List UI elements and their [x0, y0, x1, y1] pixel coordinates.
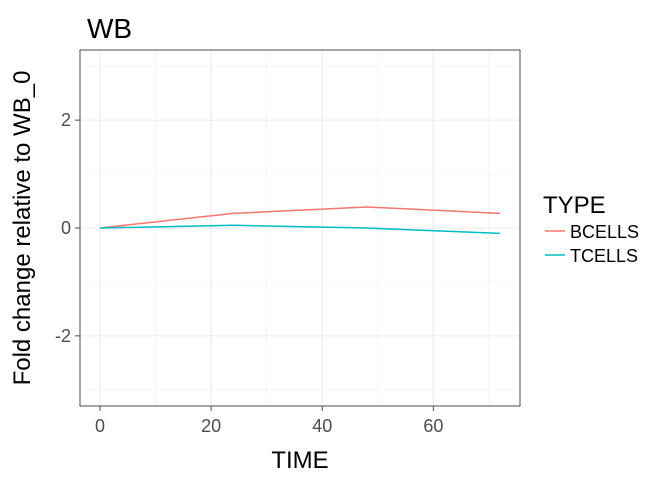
legend-label-bcells: BCELLS	[570, 222, 639, 242]
legend-items: BCELLS TCELLS	[545, 222, 639, 266]
y-axis: -2 0 2	[55, 110, 80, 346]
legend: TYPE BCELLS TCELLS	[543, 192, 639, 266]
y-tick-label: 0	[61, 218, 71, 238]
series-line-tcells	[99, 224, 501, 235]
y-tick-label: 2	[61, 110, 71, 130]
y-axis-title: Fold change relative to WB_0	[9, 71, 36, 386]
x-axis: 0 20 40 60	[95, 406, 443, 436]
y-tick-label: -2	[55, 326, 71, 346]
x-tick-label: 20	[201, 416, 221, 436]
major-gridlines	[80, 50, 520, 406]
x-tick-label: 40	[312, 416, 332, 436]
plot-area	[79, 49, 521, 407]
chart-title: WB	[87, 13, 132, 44]
legend-title: TYPE	[543, 192, 606, 219]
series-lines	[99, 206, 501, 235]
series-line-bcells	[99, 206, 501, 229]
x-tick-label: 60	[423, 416, 443, 436]
x-tick-label: 0	[95, 416, 105, 436]
x-axis-title: TIME	[271, 447, 328, 474]
legend-label-tcells: TCELLS	[570, 246, 638, 266]
